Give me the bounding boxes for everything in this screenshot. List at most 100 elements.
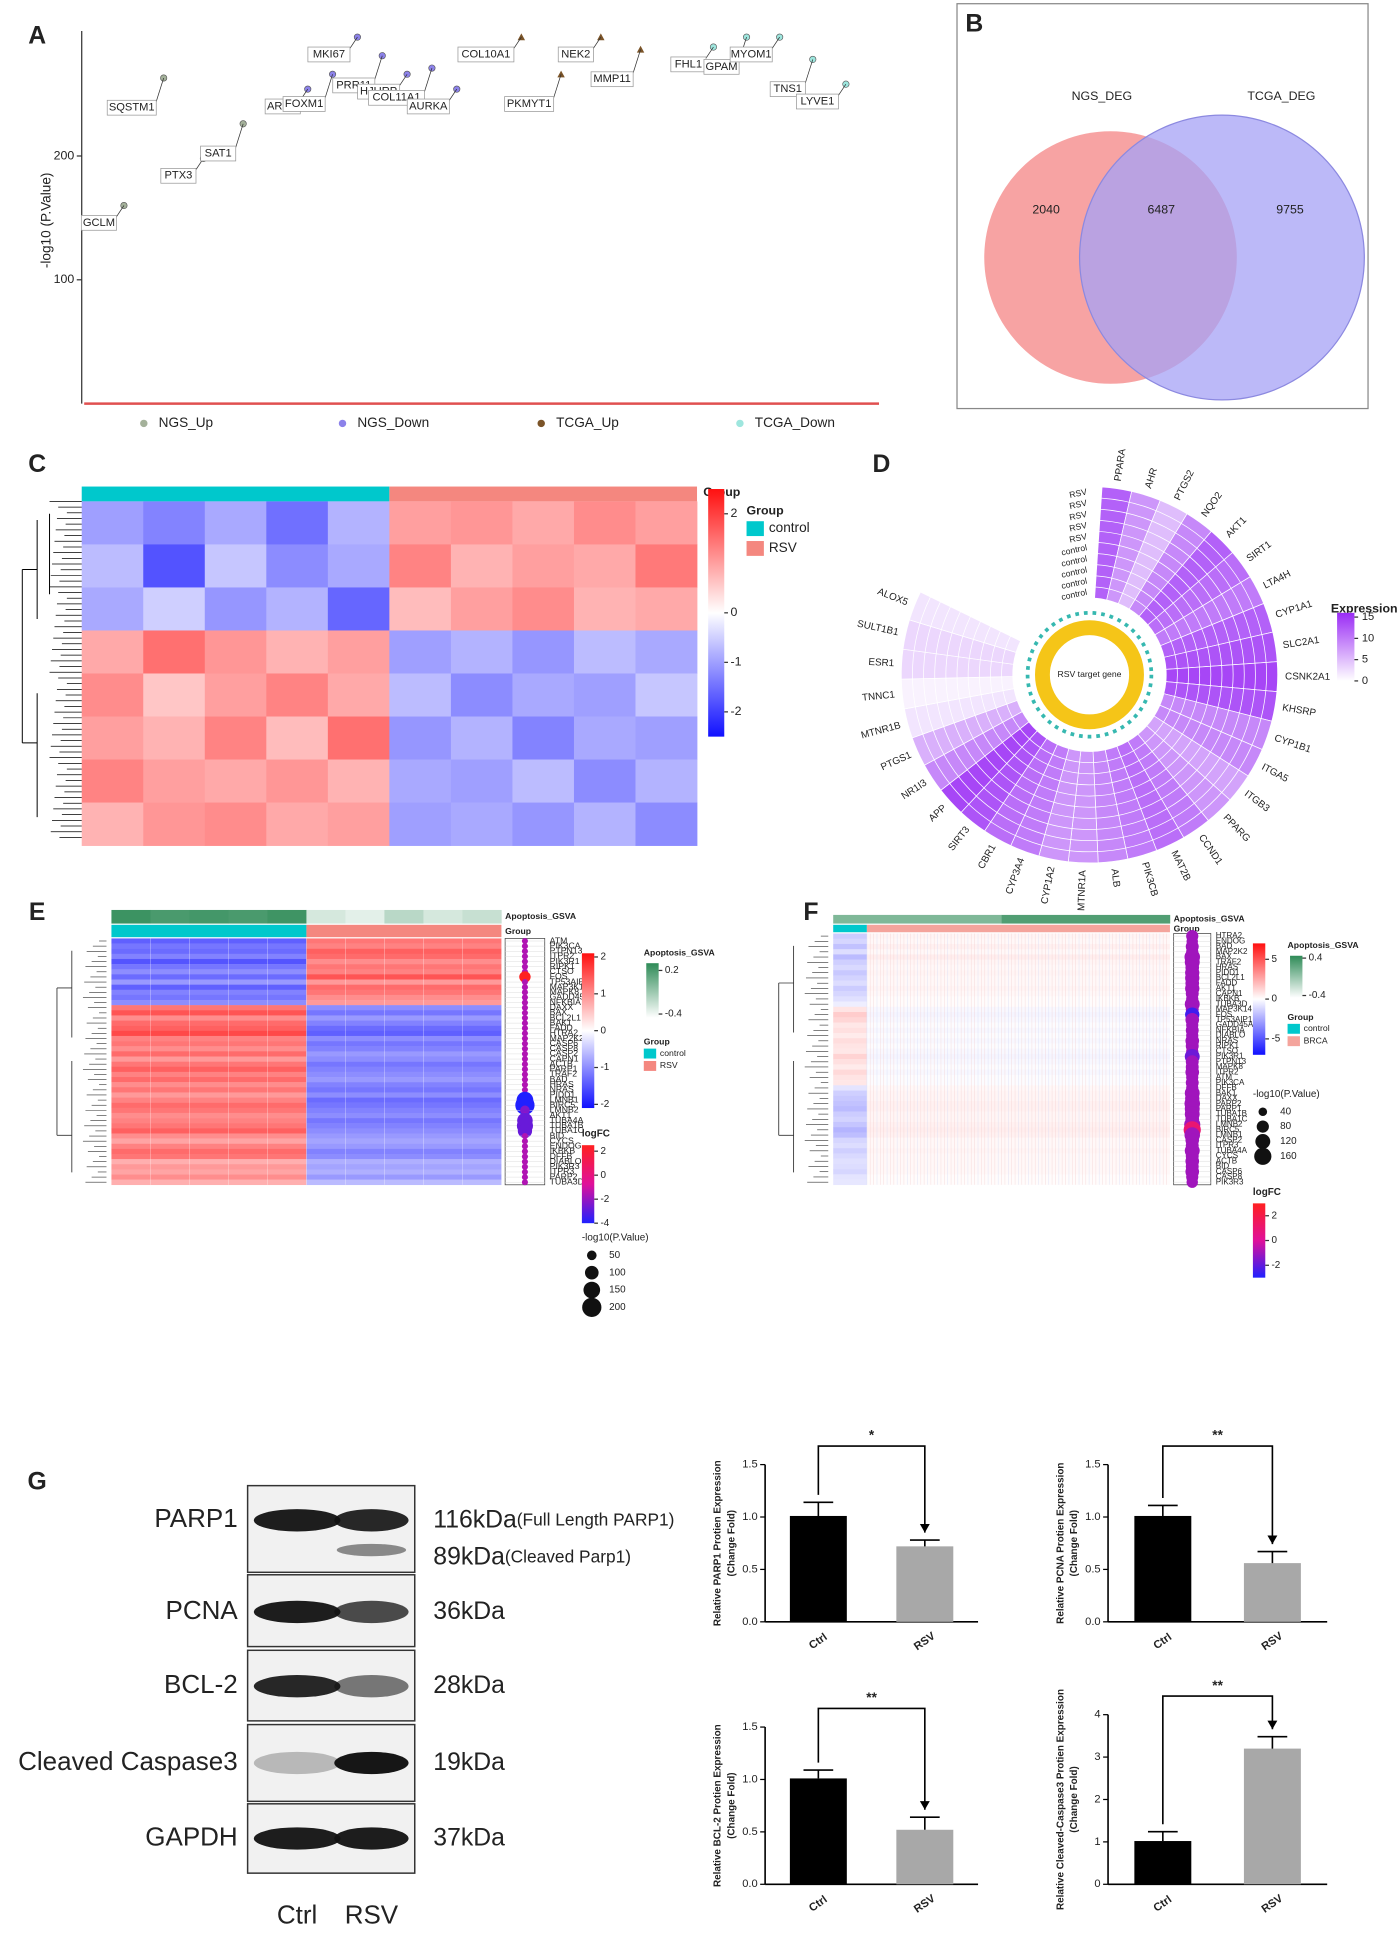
gene-label: PIK3R3 [550,1161,580,1171]
gene-label: PTGS2 [1172,469,1196,503]
leader [632,49,641,74]
band [334,1751,409,1775]
size-label: 50 [609,1250,621,1261]
error-bar [1147,1830,1178,1842]
heat-cell [111,979,307,985]
heat-cell [111,953,307,960]
gene-label: TRAF2 [550,1069,578,1079]
heat-cell [833,1101,867,1107]
point [709,43,717,51]
heat-cell [833,1158,867,1165]
band [253,1751,341,1775]
gene-label: TRAF2 [1216,957,1242,966]
heat-cell [833,1085,867,1091]
gene-label: BAX [550,1007,568,1017]
heat-cell [111,1000,307,1006]
label-box [282,96,326,112]
significance: ** [866,1690,877,1705]
panel-letter: C [28,451,46,478]
dot [521,963,528,970]
heat-cell [111,1051,307,1057]
heat-cell [833,1116,867,1123]
band [253,1675,341,1698]
gene-label: ITGA5 [1260,762,1291,785]
error-bar [909,1539,940,1547]
label-box [106,99,157,116]
gene-label: DIABLO [1216,1031,1245,1040]
size-label: 40 [1280,1106,1292,1117]
gene-label: BAD [1216,942,1233,951]
heat-cell [306,1143,502,1150]
heat-cell [111,1066,307,1073]
heat-cell [306,964,502,970]
dot [521,1132,528,1140]
heat-cell [306,984,502,991]
gene-label: PIK3CA [1216,1078,1245,1087]
heat-cell [266,587,329,631]
dot [521,1174,528,1181]
heat-cell [833,1121,867,1128]
cbar-label: -0.4 [665,1009,683,1020]
heat-cell [512,716,575,760]
bar-label: Apoptosis_GSVA [1174,914,1246,924]
leader [804,59,814,84]
heat-cell [833,964,867,971]
heat-cell [111,1056,307,1062]
ring-sep [923,508,1256,841]
cbar-label: -1 [600,1062,609,1073]
heat-cell [111,1112,307,1119]
heat-cell [512,673,575,717]
legend-label: control [769,520,810,535]
panel-letter: B [965,10,983,37]
heat-cell [833,970,867,976]
heat-cell [111,1077,307,1083]
heat-cell [833,1059,867,1065]
gene-label: TUBA1C [550,1125,584,1135]
y-tick-label: 0.5 [742,1563,757,1575]
dot [521,1061,528,1068]
gene-label: PARP2 [550,1171,578,1181]
legend-swatch [643,1048,657,1059]
heat-cell [111,948,307,955]
heat-cell [143,544,206,588]
heat-cell [573,501,636,545]
point [776,33,784,41]
gene-label: ACTB [550,1058,573,1068]
gene-label: AKT1 [1216,984,1237,993]
protein-label: Cleaved Caspase3 [18,1746,238,1776]
heat-cell [389,716,452,760]
dot [521,948,528,955]
y-tick-label: 1.5 [742,1721,757,1733]
heat-cell [306,1169,502,1175]
x-tick-label: Ctrl [807,1894,830,1915]
heat-cell [306,1015,502,1021]
gene-label: BID [1216,1162,1230,1171]
heat-cell [306,1123,502,1129]
y-tick-label: 0.5 [1085,1563,1100,1575]
gene-label: BAK1 [1216,1088,1237,1097]
heat-cell [327,544,390,588]
heat-cell [111,1107,307,1114]
sample-label: RSV [1068,509,1088,523]
size-label: 89kDa(Cleaved Parp1) [433,1543,631,1570]
x-tick-label: RSV [1260,1892,1286,1915]
band [253,1509,341,1532]
size-label: 100 [609,1267,626,1278]
heat-cell [306,1025,502,1032]
gene-label: CTSO [1216,1046,1238,1055]
point [557,70,565,78]
heat-cell [833,938,867,945]
gsva-cell [1001,914,1171,924]
size-key [583,1281,601,1299]
heat-cell [306,1066,502,1073]
legend-label: control [660,1048,686,1058]
legend-label: control [1304,1023,1330,1033]
heat-cell [833,975,867,981]
legend-title: Group [747,504,785,518]
dot [521,1081,528,1088]
gene-label: TUBA1C [1216,1114,1248,1123]
cbar-label: -1 [730,655,741,669]
dot [1186,1176,1198,1188]
gene-label: ATM [550,935,568,945]
